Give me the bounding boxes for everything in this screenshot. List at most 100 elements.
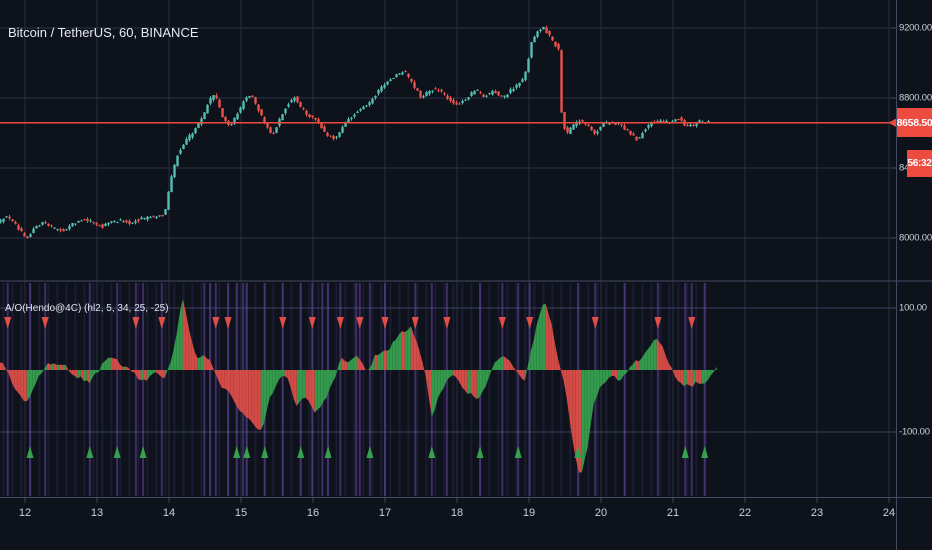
candle-body <box>440 89 443 92</box>
candle-body <box>305 110 308 115</box>
candle-body <box>149 217 152 219</box>
candle-body <box>14 221 17 224</box>
oscillator-area-segment <box>314 370 318 413</box>
oscillator-area-segment <box>119 364 123 370</box>
candle-body <box>140 217 143 220</box>
oscillator-area-segment <box>587 370 591 447</box>
oscillator-area-segment <box>323 370 327 401</box>
signal-stripe <box>488 283 491 496</box>
candle-body <box>203 112 206 120</box>
oscillator-area-segment <box>20 370 24 401</box>
oscillator-area-segment <box>14 370 18 393</box>
oscillator-area-segment <box>305 370 309 402</box>
candle-body <box>32 228 35 234</box>
signal-line <box>690 283 693 496</box>
candle-body <box>107 222 110 225</box>
time-axis-label: 15 <box>234 507 248 519</box>
signal-line <box>517 283 520 496</box>
oscillator-area-segment <box>602 370 606 385</box>
oscillator-area-segment <box>17 370 21 397</box>
oscillator-area-segment <box>245 370 249 419</box>
candle-body <box>320 123 323 129</box>
oscillator-area-segment <box>572 370 576 459</box>
oscillator-area-segment <box>623 370 627 376</box>
candle-body <box>461 100 464 103</box>
time-axis-label: 19 <box>522 507 536 519</box>
candle-body <box>341 127 344 133</box>
signal-stripe <box>191 283 194 496</box>
candle-body <box>317 119 320 123</box>
candle-body <box>35 225 38 229</box>
oscillator-area-segment <box>137 370 141 381</box>
signal-line <box>134 283 137 496</box>
signal-stripe <box>461 283 464 496</box>
oscillator-area-segment <box>38 370 42 376</box>
oscillator-area-segment <box>296 370 300 407</box>
oscillator-area-segment <box>206 358 210 370</box>
candle-body <box>188 135 191 141</box>
candle-body <box>128 220 131 224</box>
oscillator-area-segment <box>299 370 303 402</box>
candle-body <box>485 95 488 97</box>
candle-body <box>170 176 173 193</box>
candle-body <box>365 105 368 107</box>
signal-stripe <box>695 283 698 496</box>
oscillator-area-segment <box>497 357 501 370</box>
oscillator-area-segment <box>269 370 273 398</box>
oscillator-area-segment <box>248 370 252 422</box>
candle-body <box>554 41 557 47</box>
oscillator-area-segment <box>668 363 672 370</box>
oscillator-area-segment <box>101 361 105 370</box>
sell-signal-icon <box>224 317 232 329</box>
oscillator-area-segment <box>437 370 441 399</box>
candle-body <box>146 216 149 220</box>
oscillator-area-segment <box>674 370 678 381</box>
oscillator-area-segment <box>479 370 483 398</box>
candle-body <box>458 103 461 105</box>
signal-stripe <box>659 283 662 496</box>
sell-signal-icon <box>654 317 662 329</box>
oscillator-area-segment <box>464 370 468 395</box>
oscillator-area-segment <box>128 368 132 372</box>
candle-body <box>506 94 509 98</box>
candle-body <box>635 136 638 141</box>
indicator-title[interactable]: A/O(Hendo@4C) (hl2, 5, 34, 25, -25) <box>5 303 169 314</box>
time-axis-label: 24 <box>882 507 896 519</box>
candle-body <box>350 117 353 119</box>
candle-body <box>512 88 515 91</box>
candle-body <box>11 219 14 222</box>
oscillator-area-segment <box>50 363 54 370</box>
candle-body <box>95 222 98 225</box>
signal-stripe <box>497 283 500 496</box>
oscillator-area-segment <box>44 362 48 370</box>
oscillator-area-segment <box>68 370 72 375</box>
oscillator-area-segment <box>614 370 618 381</box>
candle-body <box>314 117 317 120</box>
candle-body <box>452 99 455 104</box>
candle-body <box>443 93 446 95</box>
candle-body <box>569 127 572 134</box>
candle-body <box>470 92 473 96</box>
symbol-title[interactable]: Bitcoin / TetherUS, 60, BINANCE <box>8 25 199 40</box>
candle-body <box>677 118 680 120</box>
signal-stripe <box>119 283 122 496</box>
candle-body <box>80 220 83 222</box>
candle-body <box>581 120 584 122</box>
candle-body <box>257 104 260 111</box>
oscillator-area-segment <box>251 370 255 427</box>
oscillator-area-segment <box>209 359 213 370</box>
signal-line <box>623 283 626 496</box>
candle-body <box>185 138 188 145</box>
signal-stripe <box>218 283 221 496</box>
oscillator-area-segment <box>536 313 540 370</box>
candle-body <box>620 124 623 126</box>
candle-body <box>632 133 635 136</box>
oscillator-area-segment <box>626 367 630 373</box>
candle-body <box>23 233 26 237</box>
oscillator-area-segment <box>428 370 432 417</box>
oscillator-area-segment <box>476 370 480 400</box>
candle-body <box>38 225 41 227</box>
signal-stripe <box>110 283 113 496</box>
signal-line <box>358 283 361 496</box>
